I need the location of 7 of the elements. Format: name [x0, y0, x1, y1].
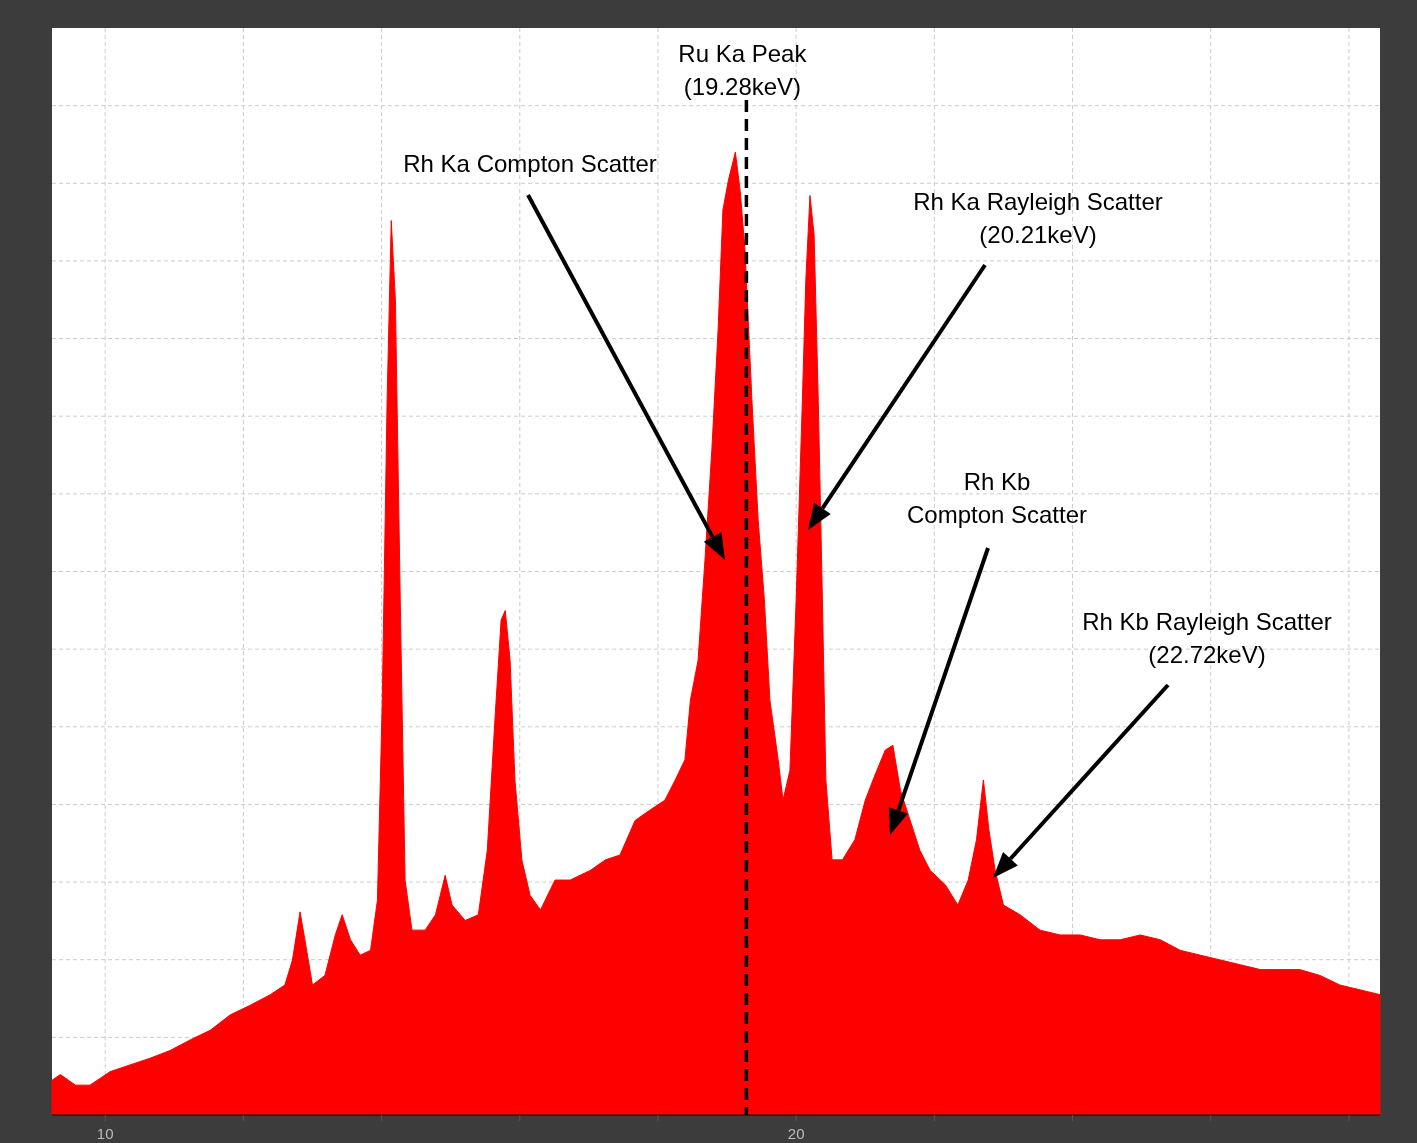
- annotation: Rh Ka Rayleigh Scatter (20.21keV): [913, 188, 1163, 248]
- x-tick-label: 20: [787, 1125, 805, 1142]
- annotation: Rh Ka Compton Scatter: [403, 150, 657, 177]
- ref-line-label: Ru Ka Peak (19.28keV): [678, 40, 808, 100]
- annotation: Rh Kb Compton Scatter: [906, 468, 1088, 528]
- x-tick-label: 10: [96, 1125, 114, 1142]
- annotation: Rh Kb Rayleigh Scatter (22.72keV): [1082, 608, 1332, 668]
